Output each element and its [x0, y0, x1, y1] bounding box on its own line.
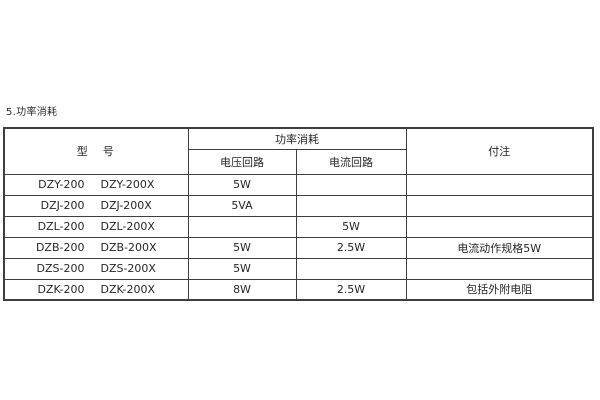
model-a: DZJ-200: [40, 199, 85, 212]
table-row-dzb: DZB-200 DZB-200X 5W 2.5W 电流动作规格5W: [3, 236, 594, 259]
table-row-dzk: DZK-200 DZK-200X 8W 2.5W 包括外附电阻: [3, 278, 594, 301]
model-cell: DZS-200 DZS-200X: [3, 257, 189, 280]
voltage-cell: 5W: [187, 173, 297, 196]
current-cell: 2.5W: [295, 278, 407, 301]
table-row-dzs: DZS-200 DZS-200X 5W: [3, 257, 594, 280]
model-b: DZL-200X: [100, 220, 155, 233]
column-header-model: 型 号: [3, 127, 189, 175]
table-header: 型 号 功率消耗 付注 电压回路 电流回路: [3, 127, 594, 175]
header-row-1: 型 号 功率消耗 付注: [3, 127, 594, 175]
note-cell: [405, 173, 594, 196]
model-pair: DZL-200 DZL-200X: [5, 220, 187, 233]
table-body: DZY-200 DZY-200X 5W DZJ-200 DZJ-200X 5VA: [3, 173, 594, 301]
model-cell: DZY-200 DZY-200X: [3, 173, 189, 196]
voltage-cell: [187, 215, 297, 238]
current-cell: [295, 173, 407, 196]
note-cell: [405, 194, 594, 217]
column-header-voltage-circuit: 电压回路: [187, 148, 297, 175]
current-cell: 2.5W: [295, 236, 407, 259]
current-cell: [295, 194, 407, 217]
table-row-dzy: DZY-200 DZY-200X 5W: [3, 173, 594, 196]
note-cell: 包括外附电阻: [405, 278, 594, 301]
model-a: DZY-200: [38, 178, 85, 191]
model-pair: DZB-200 DZB-200X: [5, 241, 187, 254]
model-cell: DZL-200 DZL-200X: [3, 215, 189, 238]
note-cell: 电流动作规格5W: [405, 236, 594, 259]
voltage-cell: 8W: [187, 278, 297, 301]
column-header-notes: 付注: [405, 127, 594, 175]
table-row-dzj: DZJ-200 DZJ-200X 5VA: [3, 194, 594, 217]
model-pair: DZY-200 DZY-200X: [5, 178, 187, 191]
model-cell: DZJ-200 DZJ-200X: [3, 194, 189, 217]
current-cell: 5W: [295, 215, 407, 238]
note-cell: [405, 257, 594, 280]
column-header-current-circuit: 电流回路: [295, 148, 407, 175]
column-header-power-group: 功率消耗: [187, 127, 407, 150]
model-pair: DZJ-200 DZJ-200X: [5, 199, 187, 212]
model-b: DZK-200X: [100, 282, 156, 296]
voltage-cell: 5W: [187, 257, 297, 280]
model-b: DZS-200X: [100, 262, 156, 275]
model-a: DZL-200: [37, 220, 85, 233]
model-b: DZY-200X: [100, 178, 155, 191]
current-cell: [295, 257, 407, 280]
header-row-2: 电压回路 电流回路: [4, 148, 593, 175]
table-row-dzl: DZL-200 DZL-200X 5W: [3, 215, 594, 238]
model-a: DZB-200: [35, 241, 85, 254]
model-cell: DZK-200 DZK-200X: [3, 278, 189, 301]
model-cell: DZB-200 DZB-200X: [3, 236, 189, 259]
model-a: DZK-200: [37, 282, 85, 296]
voltage-cell: 5W: [187, 236, 297, 259]
model-pair: DZS-200 DZS-200X: [5, 262, 187, 275]
model-a: DZS-200: [36, 262, 85, 275]
note-cell: [405, 215, 594, 238]
model-b: DZB-200X: [100, 241, 157, 254]
section-title: 5.功率消耗: [6, 107, 58, 118]
model-b: DZJ-200X: [100, 199, 152, 212]
power-consumption-table: 型 号 功率消耗 付注 电压回路 电流回路 DZY-200 DZY-200X 5…: [3, 127, 594, 301]
model-pair: DZK-200 DZK-200X: [5, 282, 187, 296]
voltage-cell: 5VA: [187, 194, 297, 217]
